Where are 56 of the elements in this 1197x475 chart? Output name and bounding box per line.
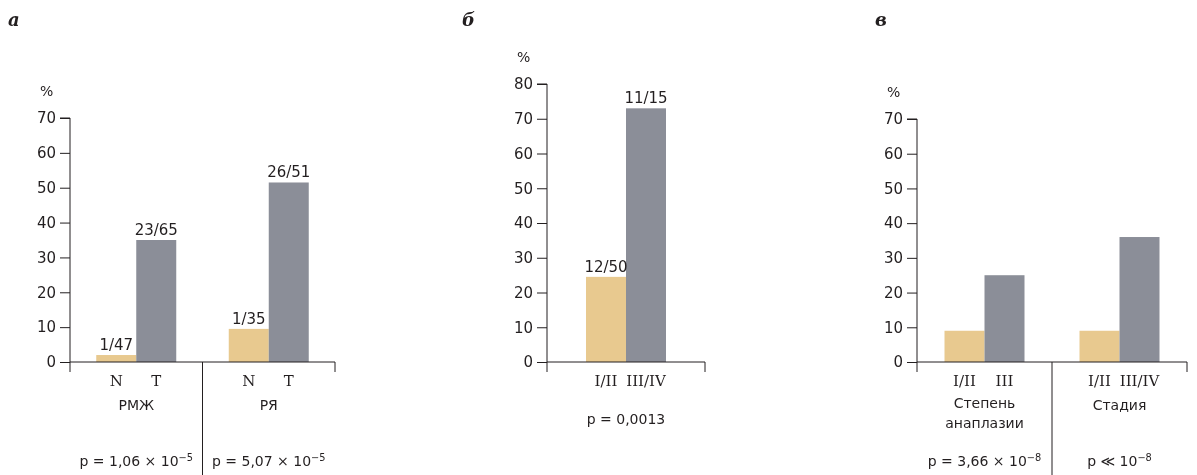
- data-label: 1/47: [99, 336, 134, 355]
- text: Степень анаплазии: [945, 395, 1024, 431]
- y-tick-label: 10: [883, 318, 903, 337]
- y-tick-label: 20: [513, 283, 533, 302]
- data-label: 12/50: [584, 257, 628, 276]
- x-tick-label: III: [995, 372, 1014, 390]
- y-tick-label: 0: [893, 353, 903, 372]
- x-tick-label: III/IV: [1119, 372, 1161, 390]
- text: p = 1,06 × 10$^{−5}$: [79, 451, 194, 469]
- x-tick-label: I/II: [953, 372, 976, 390]
- data-label: 1/35: [231, 309, 266, 328]
- text: Стадия: [1092, 397, 1147, 413]
- data-label: 11/15: [624, 89, 668, 108]
- y-tick-label: 40: [883, 214, 903, 233]
- x-tick-label: III/IV: [626, 372, 667, 390]
- text: p = 3,66 × 10$^{−8}$: [927, 451, 1042, 469]
- y-tick-label: 50: [513, 179, 533, 198]
- x-tick-label: I/II: [594, 372, 618, 390]
- text: p ≪ 10$^{−8}$: [1087, 451, 1152, 469]
- y-tick-label: 50: [36, 179, 56, 198]
- y-tick-label: 10: [36, 318, 56, 337]
- y-tick-label: 70: [36, 109, 56, 128]
- x-tick-label: T: [151, 372, 162, 390]
- data-label: 23/65: [134, 221, 178, 239]
- y-tick-label: 0: [523, 353, 533, 372]
- y-tick-label: 60: [883, 145, 903, 164]
- y-tick-label: 20: [883, 283, 903, 302]
- x-tick-label: T: [283, 372, 294, 390]
- y-tick-label: 70: [883, 110, 903, 129]
- data-label: 26/51: [267, 163, 311, 182]
- y-tick-label: 30: [513, 249, 533, 268]
- y-tick-label: 0: [46, 353, 56, 372]
- y-tick-label: 70: [513, 110, 533, 129]
- y-tick-label: 80: [513, 75, 533, 94]
- y-tick-label: 40: [36, 213, 56, 232]
- x-tick-label: N: [242, 372, 256, 390]
- y-axis-title: %: [887, 84, 901, 100]
- y-tick-label: 20: [36, 283, 56, 302]
- y-tick-label: 60: [513, 144, 533, 163]
- y-tick-label: 50: [883, 179, 903, 198]
- y-tick-label: 60: [36, 144, 56, 163]
- chart-title: б: [462, 9, 475, 30]
- y-axis-title: %: [40, 83, 54, 99]
- y-tick-label: 30: [36, 248, 56, 267]
- x-tick-label: I/II: [1088, 372, 1111, 390]
- y-tick-label: 10: [513, 318, 533, 337]
- y-axis-title: %: [517, 49, 531, 65]
- text: РЯ: [259, 397, 278, 413]
- chart-title: в: [875, 9, 887, 30]
- text: p = 5,07 × 10$^{−5}$: [211, 451, 326, 469]
- x-tick-label: N: [109, 372, 123, 390]
- text: РМЖ: [118, 397, 155, 413]
- y-tick-label: 40: [513, 214, 533, 233]
- y-tick-label: 30: [883, 249, 903, 268]
- text: p = 0,0013: [586, 411, 666, 427]
- chart-title: а: [8, 9, 20, 30]
